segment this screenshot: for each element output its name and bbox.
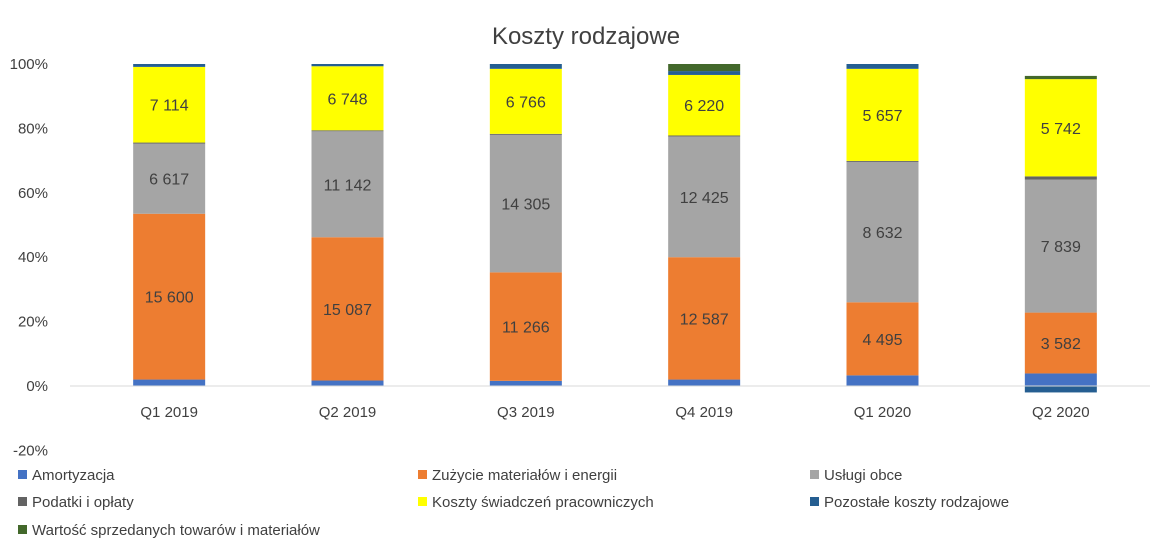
legend-swatch xyxy=(418,497,427,506)
x-tick-label: Q1 2019 xyxy=(140,404,198,421)
data-label: 7 114 xyxy=(150,98,189,115)
bar-segment xyxy=(133,66,206,143)
legend-swatch xyxy=(810,497,819,506)
bar-segment xyxy=(133,379,206,386)
data-label: 11 142 xyxy=(324,177,372,194)
bar-segment xyxy=(846,302,919,376)
legend-item: Pozostałe koszty rodzajowe xyxy=(810,494,1009,511)
bar-segment xyxy=(846,64,919,69)
bar-segment xyxy=(668,74,741,136)
legend-item: Usługi obce xyxy=(810,467,902,484)
bar-segment xyxy=(489,64,562,69)
bar-segment xyxy=(846,161,919,303)
data-label: 15 600 xyxy=(145,290,194,307)
x-tick-label: Q1 2020 xyxy=(854,404,912,421)
bar-segment xyxy=(1024,373,1097,386)
y-axis: 100% 80% 60% 40% 20% 0% -20% xyxy=(10,56,48,459)
y-tick-label: 40% xyxy=(18,249,48,266)
x-tick-label: Q2 2019 xyxy=(319,404,377,421)
data-label: 12 587 xyxy=(680,311,729,328)
y-tick-label: 100% xyxy=(10,56,48,73)
y-tick-label: 60% xyxy=(18,185,48,202)
legend: Amortyzacja Zużycie materiałów i energii U… xyxy=(18,467,1009,539)
bar-segment xyxy=(489,272,562,381)
data-label: 6 617 xyxy=(149,172,189,189)
legend-swatch xyxy=(810,470,819,479)
data-label: 6 220 xyxy=(684,98,724,115)
bar-segment xyxy=(311,66,384,131)
bar-segment xyxy=(489,68,562,134)
bar-segment xyxy=(133,143,206,214)
bar-segment xyxy=(311,131,384,238)
legend-item: Wartość sprzedanych towarów i materiałów xyxy=(18,522,320,539)
bar-segment xyxy=(846,160,919,162)
legend-label: Pozostałe koszty rodzajowe xyxy=(824,494,1009,511)
legend-item: Podatki i opłaty xyxy=(18,494,134,511)
bar-segment xyxy=(311,64,384,67)
data-label: 5 742 xyxy=(1041,121,1081,138)
data-label: 7 839 xyxy=(1041,239,1081,256)
legend-item: Amortyzacja xyxy=(18,467,115,484)
legend-swatch xyxy=(418,470,427,479)
bar-segment xyxy=(489,134,562,273)
bar-segment xyxy=(668,136,741,258)
x-tick-label: Q4 2019 xyxy=(675,404,733,421)
legend-swatch xyxy=(18,525,27,534)
bar-segment xyxy=(846,68,919,161)
legend-swatch xyxy=(18,497,27,506)
bar-segment xyxy=(133,142,206,144)
data-labels: 15 600 6 617 7 114 15 087 11 142 6 748 11 266 1… xyxy=(145,91,1081,353)
legend-item: Koszty świadczeń pracowniczych xyxy=(418,494,654,511)
y-tick-label: -20% xyxy=(13,442,48,459)
data-label: 15 087 xyxy=(323,302,372,319)
bar-segment xyxy=(668,257,741,380)
legend-label: Amortyzacja xyxy=(32,467,115,484)
bar-segment xyxy=(311,237,384,381)
bar-segment xyxy=(668,64,741,72)
bar-segment xyxy=(489,133,562,135)
data-label: 14 305 xyxy=(501,197,550,214)
bar-segment xyxy=(133,213,206,380)
legend-label: Usługi obce xyxy=(824,467,902,484)
data-label: 12 425 xyxy=(680,190,729,207)
bar-segment xyxy=(846,375,919,386)
bar-segment xyxy=(1024,176,1097,180)
bar-segment xyxy=(1024,75,1097,80)
bar-segment xyxy=(1024,312,1097,374)
bar-segment xyxy=(1024,79,1097,177)
data-label: 11 266 xyxy=(502,320,550,337)
data-label: 6 748 xyxy=(327,91,367,108)
bar-segment xyxy=(1024,386,1097,393)
y-tick-label: 20% xyxy=(18,314,48,331)
bar-segment xyxy=(1024,179,1097,313)
legend-label: Wartość sprzedanych towarów i materiałów xyxy=(32,522,320,539)
x-tick-label: Q3 2019 xyxy=(497,404,555,421)
x-axis: Q1 2019 Q2 2019 Q3 2019 Q4 2019 Q1 2020 Q2 20… xyxy=(140,404,1089,421)
legend-label: Podatki i opłaty xyxy=(32,494,134,511)
y-tick-label: 0% xyxy=(26,378,48,395)
data-label: 3 582 xyxy=(1041,336,1081,353)
bar-segment xyxy=(133,64,206,67)
legend-label: Zużycie materiałów i energii xyxy=(432,467,617,484)
legend-label: Koszty świadczeń pracowniczych xyxy=(432,494,654,511)
bar-segment xyxy=(489,380,562,386)
chart-title: Koszty rodzajowe xyxy=(492,23,680,50)
bars xyxy=(133,64,1097,393)
legend-item: Zużycie materiałów i energii xyxy=(418,467,617,484)
data-label: 5 657 xyxy=(862,108,902,125)
bar-segment xyxy=(668,71,741,75)
bar-segment xyxy=(668,135,741,137)
data-label: 8 632 xyxy=(862,225,902,242)
bar-segment xyxy=(311,380,384,386)
data-label: 4 495 xyxy=(862,332,902,349)
x-tick-label: Q2 2020 xyxy=(1032,404,1090,421)
bar-segment xyxy=(668,379,741,386)
bar-segment xyxy=(311,130,384,132)
data-label: 6 766 xyxy=(506,94,546,111)
y-tick-label: 80% xyxy=(18,120,48,137)
legend-swatch xyxy=(18,470,27,479)
